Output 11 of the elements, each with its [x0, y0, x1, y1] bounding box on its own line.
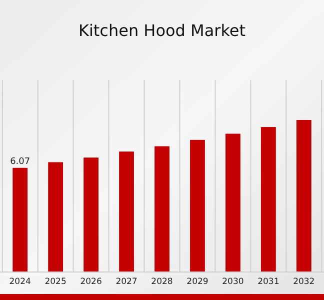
x-tick-label: 2028 [151, 277, 173, 287]
x-tick-label: 2031 [258, 277, 280, 287]
x-tick-label: 2026 [80, 277, 102, 287]
x-tick-label: 2025 [44, 277, 66, 287]
x-tick-label: 2029 [186, 277, 208, 287]
x-tick-label: 2032 [293, 277, 315, 287]
x-tick-label: 2024 [9, 277, 31, 287]
x-tick-label: 2027 [116, 277, 138, 287]
x-tick-label: 2030 [222, 277, 244, 287]
chart-title: Kitchen Hood Market [78, 21, 246, 40]
data-label: 6.07 [10, 156, 30, 167]
